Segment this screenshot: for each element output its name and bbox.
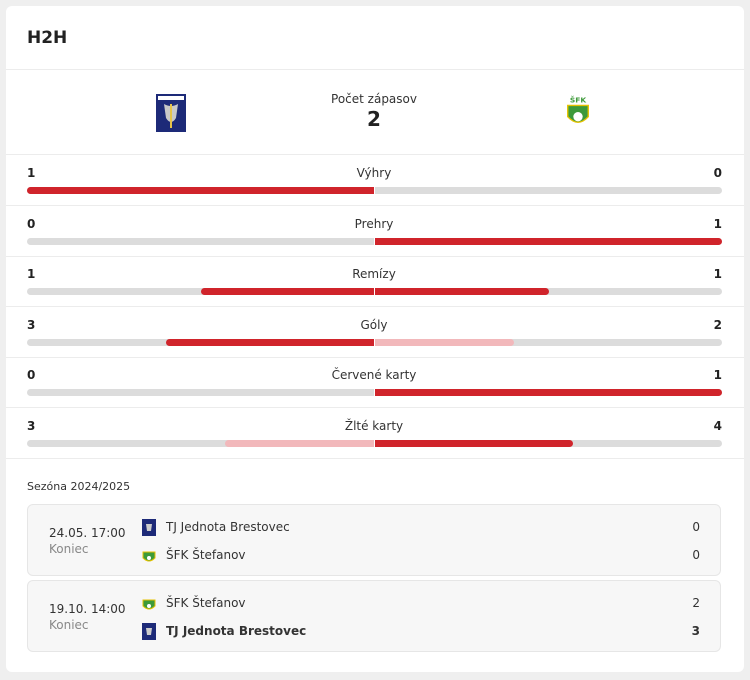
team-name: ŠFK Štefanov — [166, 548, 246, 562]
stat-label: Červené karty — [331, 368, 417, 383]
team-name: TJ Jednota Brestovec — [166, 624, 307, 638]
stat-home-value: 1 — [27, 267, 36, 282]
match-date: 19.10. 14:00 — [49, 602, 126, 616]
divider — [6, 407, 744, 409]
away-bar — [375, 288, 549, 296]
divider — [6, 356, 744, 358]
team-name: ŠFK Štefanov — [166, 596, 246, 610]
home-bar — [165, 338, 374, 346]
team-name: TJ Jednota Brestovec — [166, 520, 290, 534]
team-logo-small — [142, 623, 156, 640]
divider — [6, 255, 744, 257]
stat-away-value: 1 — [713, 267, 722, 282]
stat-home-value: 0 — [27, 216, 36, 231]
match-card: 19.10. 14:00 Koniec ŠFK Štefanov 2 TJ Jednot… — [27, 580, 721, 652]
bar-track — [375, 288, 722, 296]
stat-label: Výhry — [356, 166, 392, 180]
stat-label: Žlté karty — [344, 419, 404, 433]
h2h-card: H2H Počet zápasov 2 Sezóna 2024/2025 ŠFK… — [6, 6, 744, 672]
divider — [6, 458, 744, 459]
title: H2H — [27, 28, 68, 48]
stat-home-value: 1 — [27, 166, 36, 180]
bar-track — [27, 440, 374, 447]
stat-label: Prehry — [354, 216, 394, 231]
bar-track — [375, 187, 722, 194]
away-bar — [375, 338, 514, 346]
stat-away-value: 1 — [713, 216, 722, 231]
away-bar — [375, 237, 722, 245]
stat-home-value: 3 — [27, 419, 36, 433]
summary-label: Počet zápasov — [331, 92, 417, 106]
match-status: Koniec — [49, 618, 89, 632]
match-card: 24.05. 17:00 Koniec TJ Jednota Brestovec 0 Š… — [27, 504, 721, 576]
stat-label: Remízy — [352, 267, 396, 282]
stat-away-value: 1 — [713, 368, 722, 383]
stat-away-value: 4 — [713, 419, 722, 433]
team-logo: ŠFK — [564, 94, 592, 130]
home-bar — [200, 288, 374, 296]
team-score: 2 — [692, 596, 700, 610]
home-bar — [225, 440, 374, 447]
team-logo — [156, 94, 186, 132]
summary-value: 2 — [367, 107, 381, 131]
stat-label: Góly — [360, 317, 388, 332]
match-date: 24.05. 17:00 — [49, 526, 126, 540]
season-label: Sezóna 2024/2025 — [27, 480, 131, 493]
team-logo-small — [142, 547, 156, 564]
divider — [6, 306, 744, 308]
bar-track — [27, 389, 374, 397]
stat-away-value: 2 — [713, 317, 722, 332]
home-bar — [27, 187, 374, 194]
stat-home-value: 3 — [27, 317, 36, 332]
bar-track — [27, 237, 374, 245]
away-bar — [375, 440, 574, 447]
divider — [6, 69, 744, 70]
team-score: 0 — [692, 548, 700, 562]
team-score: 3 — [691, 624, 700, 638]
svg-text:ŠFK: ŠFK — [570, 96, 586, 105]
divider — [6, 154, 744, 155]
match-status: Koniec — [49, 542, 89, 556]
away-bar — [375, 389, 722, 397]
bar-track — [375, 338, 722, 346]
stat-away-value: 0 — [713, 166, 722, 180]
team-logo-small — [142, 595, 156, 612]
stat-home-value: 0 — [27, 368, 36, 383]
team-score: 0 — [692, 520, 700, 534]
divider — [6, 205, 744, 206]
team-logo-small — [142, 519, 156, 536]
